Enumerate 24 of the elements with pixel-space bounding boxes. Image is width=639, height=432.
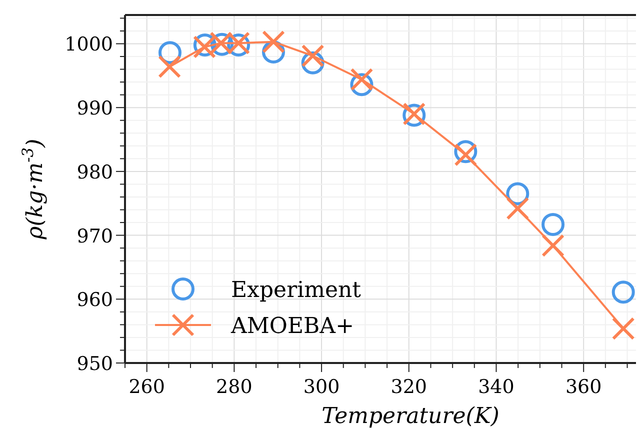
y-tick-label: 1000	[64, 34, 113, 56]
point	[301, 44, 324, 68]
y-tick-label: 950	[76, 353, 113, 375]
point	[506, 196, 530, 220]
x-tick-label: 320	[390, 376, 428, 398]
x-tick-label: 300	[303, 376, 340, 398]
point	[612, 317, 635, 340]
point	[612, 280, 635, 304]
y-tick-label: 960	[76, 289, 113, 312]
x-axis-title: Temperature(K)	[322, 404, 500, 429]
point	[542, 212, 565, 236]
legend-label: Experiment	[231, 278, 362, 303]
legend-label: AMOEBA+	[230, 314, 354, 339]
x-tick-label: 260	[128, 376, 165, 398]
x-tick-label: 360	[565, 376, 602, 398]
point	[158, 55, 182, 78]
y-tick-label: 970	[76, 225, 113, 248]
x-tick-label: 340	[478, 376, 514, 398]
y-tick-label: 980	[76, 161, 113, 184]
x-tick-label: 280	[216, 376, 252, 398]
point	[262, 30, 285, 54]
y-tick-label: 990	[76, 98, 113, 120]
point	[350, 68, 374, 91]
point	[542, 234, 565, 258]
